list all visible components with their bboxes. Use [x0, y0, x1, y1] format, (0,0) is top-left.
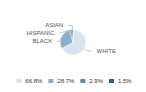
svg-text:2.9%: 2.9% — [89, 78, 103, 84]
svg-text:ASIAN: ASIAN — [45, 22, 63, 28]
svg-text:HISPANIC: HISPANIC — [26, 30, 55, 36]
svg-text:28.7%: 28.7% — [57, 78, 75, 84]
svg-text:1.5%: 1.5% — [118, 78, 132, 84]
svg-text:66.8%: 66.8% — [25, 78, 43, 84]
svg-text:BLACK: BLACK — [32, 38, 52, 44]
svg-text:WHITE: WHITE — [97, 48, 116, 54]
